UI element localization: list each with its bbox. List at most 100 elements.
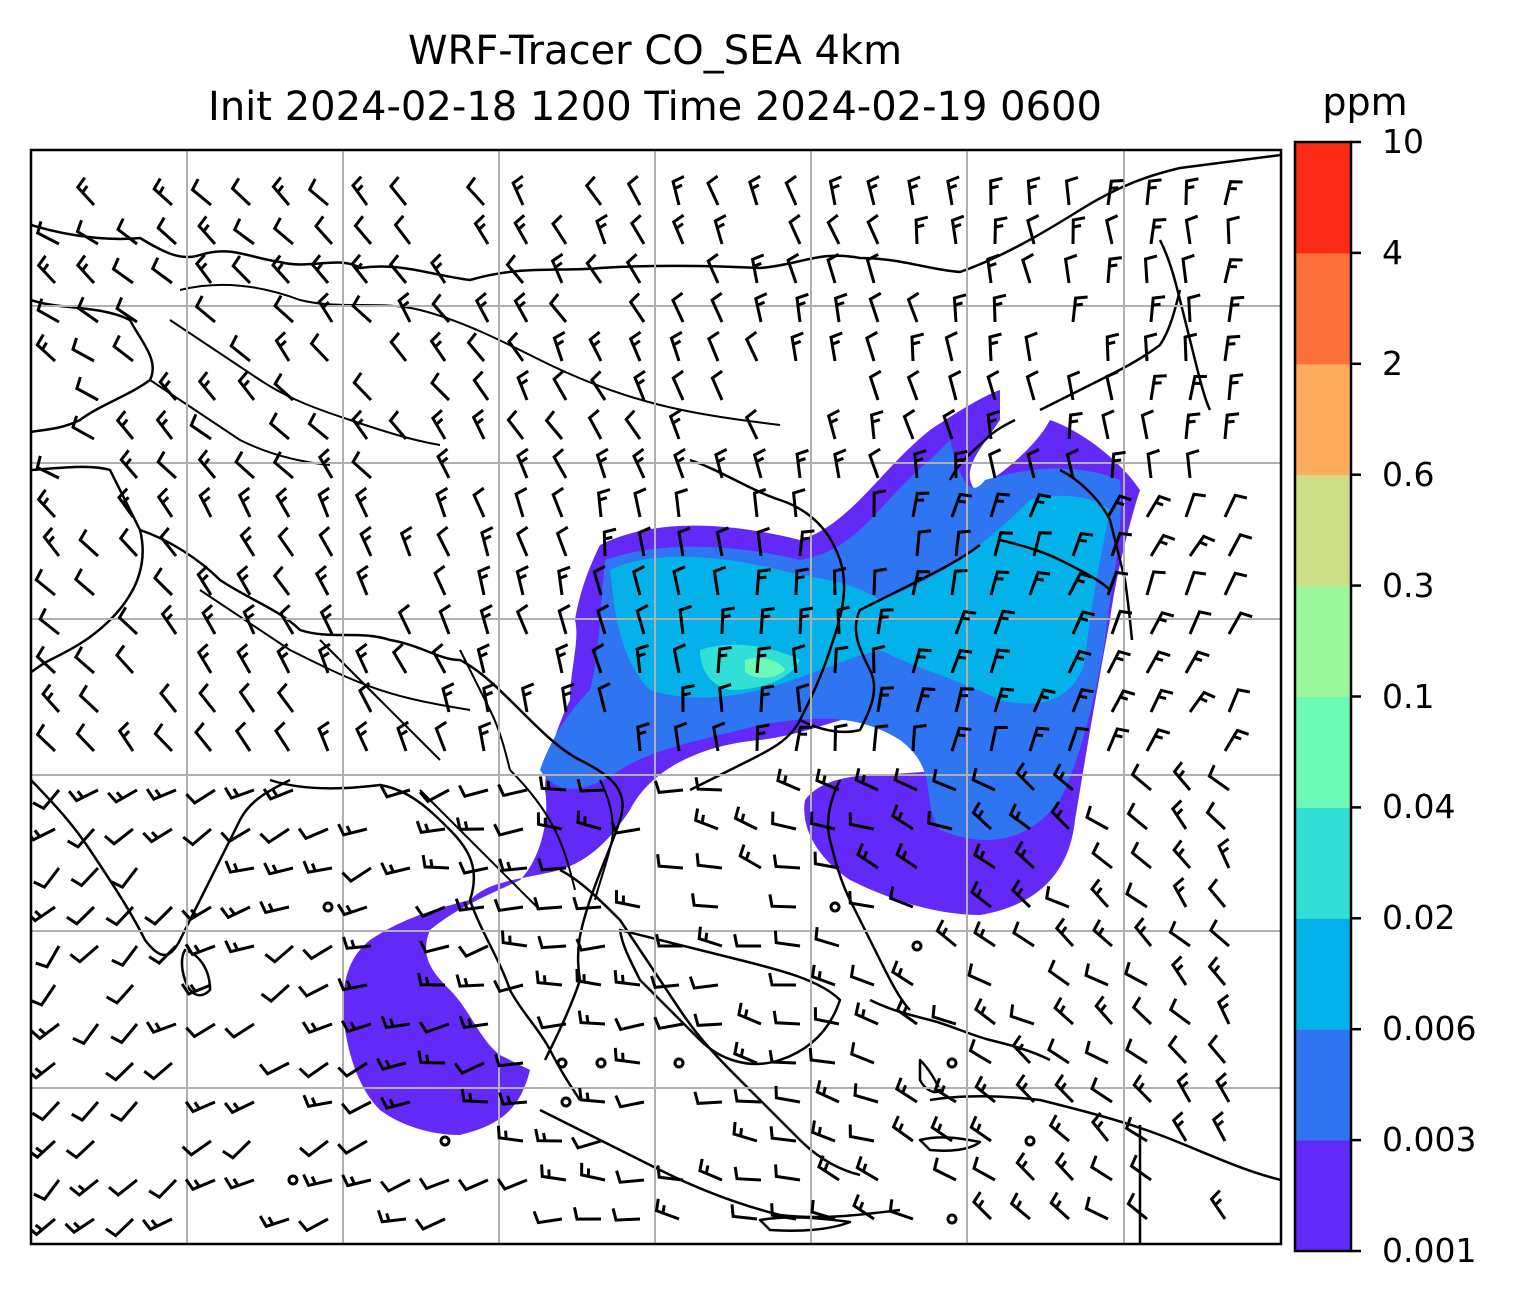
- wind-barb: [954, 609, 977, 635]
- wind-barb: [393, 214, 412, 245]
- wind-barb: [1143, 332, 1158, 362]
- wind-barb: [64, 1217, 95, 1235]
- wind-barb: [1047, 1038, 1070, 1065]
- wind-barb: [194, 295, 216, 324]
- wind-barb: [184, 943, 216, 957]
- wind-barb: [733, 806, 758, 831]
- wind-barb: [497, 783, 528, 798]
- wind-barb: [656, 1165, 684, 1182]
- wind-barb: [673, 721, 688, 752]
- wind-barb: [1106, 179, 1124, 206]
- wind-barb: [1207, 1034, 1227, 1064]
- wind-barb: [669, 330, 683, 362]
- wind-barb: [628, 292, 646, 323]
- wind-barb: [107, 788, 138, 804]
- wind-barb: [915, 529, 932, 557]
- colorbar-segment: [1295, 585, 1351, 697]
- wind-barb: [853, 1083, 879, 1104]
- wind-barb: [71, 415, 95, 441]
- wind-barb: [931, 1004, 957, 1026]
- wind-barb: [336, 903, 368, 917]
- wind-barb: [272, 565, 291, 596]
- wind-barb: [790, 331, 804, 362]
- wind-barb: [570, 1136, 602, 1150]
- colorbar-segment: [1295, 807, 1351, 919]
- wind-barb: [302, 944, 333, 961]
- wind-barb: [272, 451, 294, 480]
- wind-barb: [229, 334, 251, 363]
- wind-barb: [829, 331, 843, 362]
- wind-barb: [33, 867, 61, 889]
- wind-calm-marker: [946, 1213, 958, 1225]
- colorbar-tick-label: 4: [1382, 232, 1403, 272]
- wind-barb: [814, 926, 840, 948]
- wind-barb: [932, 768, 957, 792]
- wind-calm-marker: [560, 1096, 572, 1108]
- wind-barb: [302, 1094, 333, 1108]
- wind-barb: [535, 970, 563, 987]
- wind-barb: [419, 940, 450, 954]
- wind-barb: [436, 447, 451, 479]
- wind-barb: [1167, 1034, 1188, 1065]
- wind-barb: [973, 921, 996, 948]
- wind-barb: [337, 823, 368, 837]
- wind-barb: [1010, 879, 1032, 909]
- wind-barb: [750, 253, 765, 284]
- colorbar-segment: [1295, 474, 1351, 587]
- wind-barb: [1126, 1192, 1148, 1221]
- wind-barb: [671, 291, 685, 323]
- wind-barb: [1184, 412, 1201, 440]
- wind-barb: [1172, 877, 1188, 908]
- wind-barb: [66, 905, 96, 926]
- wind-barb: [691, 893, 719, 909]
- wind-barb: [656, 854, 684, 870]
- wind-barb: [650, 975, 680, 990]
- wind-barb: [989, 492, 1011, 518]
- wind-barb: [1106, 570, 1129, 596]
- wind-barb: [1028, 570, 1051, 596]
- wind-barb: [1226, 215, 1240, 245]
- wind-barb: [866, 213, 880, 245]
- wind-barb: [1168, 920, 1191, 948]
- wind-barb: [856, 843, 879, 870]
- wind-barb: [242, 603, 256, 635]
- wind-barb: [712, 721, 726, 752]
- wind-barb: [894, 1077, 918, 1104]
- wind-barb: [317, 292, 334, 323]
- wind-barb: [888, 1199, 914, 1221]
- wind-barb: [156, 450, 178, 480]
- wind-barb: [337, 1061, 368, 1078]
- wind-barb: [815, 768, 840, 792]
- wind-barb: [795, 683, 810, 713]
- wind-barb: [1188, 690, 1216, 713]
- wind-barb: [273, 294, 294, 324]
- wind-barb: [358, 681, 373, 713]
- wind-barb: [776, 768, 801, 792]
- wind-barb: [198, 486, 213, 518]
- wind-barb: [534, 1128, 563, 1143]
- wind-barb: [472, 370, 490, 401]
- wind-barb: [1171, 1111, 1188, 1142]
- wind-barb: [355, 720, 369, 752]
- wind-barb: [514, 486, 528, 518]
- wind-barb: [262, 788, 294, 801]
- wind-barb: [155, 409, 174, 440]
- colorbar-segment: [1295, 918, 1351, 1030]
- wind-barb: [738, 844, 762, 870]
- wind-barb: [798, 606, 814, 635]
- colorbar-tick-label: 0.006: [1382, 1009, 1477, 1049]
- colorbar-segment: [1295, 363, 1351, 476]
- wind-barb: [954, 687, 974, 713]
- wind-barb: [794, 567, 809, 596]
- wind-barb: [768, 972, 797, 987]
- wind-barbs: [31, 174, 1253, 1238]
- wind-barb: [906, 369, 920, 401]
- wind-barb: [478, 721, 492, 752]
- wind-barb: [198, 683, 217, 713]
- wind-barb: [1227, 611, 1253, 635]
- wind-barb: [33, 1179, 61, 1202]
- wind-barb: [317, 486, 331, 518]
- wind-barb: [272, 217, 294, 246]
- wind-barb: [189, 413, 212, 441]
- wind-barb: [611, 1208, 641, 1222]
